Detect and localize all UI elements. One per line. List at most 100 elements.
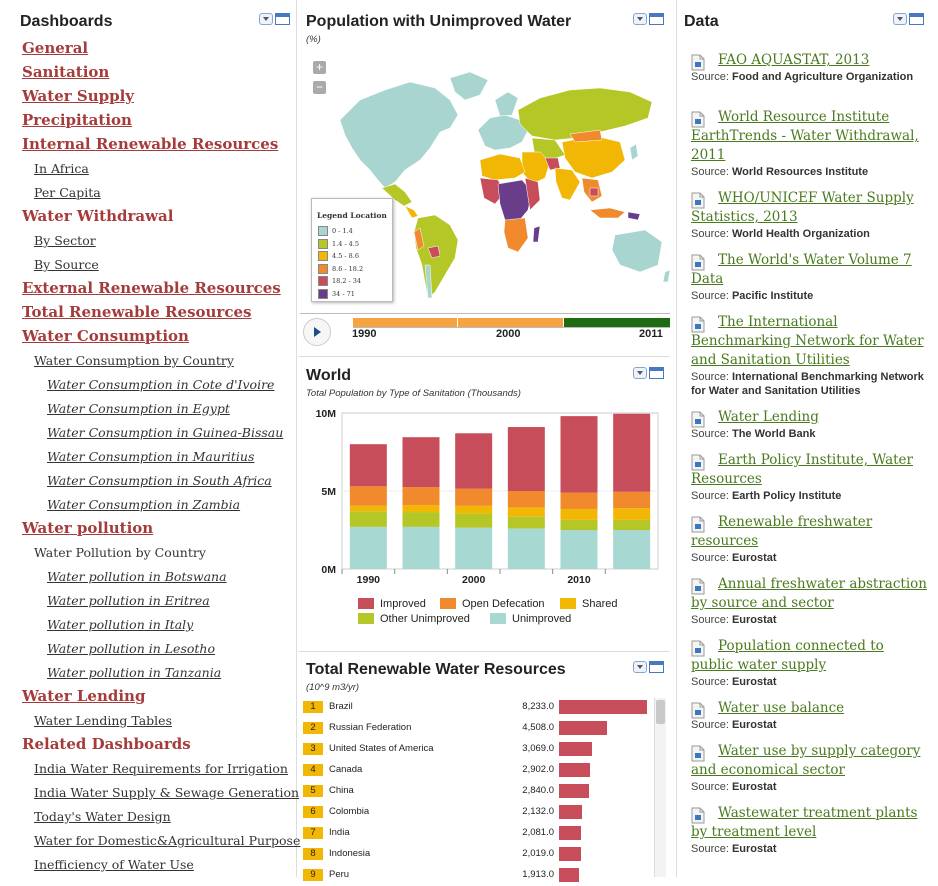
chart-legend-label[interactable]: Unimproved [512,613,571,625]
bar-improved-2011[interactable] [613,413,651,492]
bar-other-unimproved-2010[interactable] [560,519,598,530]
nav-item-16[interactable]: Water Consumption in Egypt [47,401,230,416]
zoom-in-button[interactable]: + [313,61,326,74]
bar-open-defecation-2005[interactable] [507,491,545,508]
bar-improved-1990[interactable] [349,444,387,487]
nav-item-26[interactable]: Water pollution in Lesotho [47,641,215,656]
nav-item-5[interactable]: Internal Renewable Resources [22,135,279,153]
bar-improved-1995[interactable] [402,437,440,488]
nav-item-25[interactable]: Water pollution in Italy [47,617,194,632]
bar-unimproved-2011[interactable] [613,530,651,569]
nav-item-19[interactable]: Water Consumption in South Africa [47,473,272,488]
nav-item-7[interactable]: Per Capita [34,185,101,200]
nav-item-27[interactable]: Water pollution in Tanzania [47,665,222,680]
trw-row[interactable]: 1 Brazil 8,233.0 [303,700,658,718]
bar-open-defecation-2011[interactable] [613,491,651,509]
nav-item-29[interactable]: Water Lending Tables [34,713,172,728]
trw-bar[interactable] [559,826,582,840]
nav-item-1[interactable]: General [22,39,89,57]
maximize-icon[interactable] [649,661,664,673]
chart-legend-label[interactable]: Other Unimproved [380,613,470,625]
bar-open-defecation-2000[interactable] [455,488,493,506]
bar-shared-2005[interactable] [507,507,545,517]
nav-item-24[interactable]: Water pollution in Eritrea [47,593,210,608]
bar-other-unimproved-2011[interactable] [613,519,651,530]
trw-bar[interactable] [559,700,647,714]
nav-item-15[interactable]: Water Consumption in Cote d'Ivoire [47,377,275,392]
nav-item-33[interactable]: Today's Water Design [34,809,171,824]
collapse-icon[interactable] [259,13,273,25]
bar-open-defecation-2010[interactable] [560,492,598,509]
bar-improved-2005[interactable] [507,427,545,491]
trw-row[interactable]: 9 Peru 1,913.0 [303,868,658,886]
nav-item-17[interactable]: Water Consumption in Guinea-Bissau [47,425,284,440]
collapse-icon[interactable] [633,661,647,673]
trw-panel-controls[interactable] [633,661,664,673]
nav-item-6[interactable]: In Africa [34,161,89,176]
nav-item-22[interactable]: Water Pollution by Country [34,545,206,560]
data-source-link[interactable]: The World's Water Volume 7 Data [691,252,912,287]
data-source-link[interactable]: WHO/UNICEF Water Supply Statistics, 2013 [691,190,914,225]
maximize-icon[interactable] [275,13,290,25]
data-source-link[interactable]: Renewable freshwater resources [691,514,873,549]
nav-item-9[interactable]: By Sector [34,233,96,248]
chart-legend-swatch[interactable] [490,613,506,624]
dashboards-panel-controls[interactable] [259,13,290,25]
timeline-segment-2011[interactable] [564,318,670,327]
trw-bar[interactable] [559,763,591,777]
data-source-link[interactable]: Population connected to public water sup… [691,638,884,673]
trw-bar[interactable] [559,868,580,882]
zoom-out-button[interactable]: − [313,81,326,94]
trw-bar[interactable] [559,805,582,819]
nav-item-12[interactable]: Total Renewable Resources [22,303,252,321]
trw-bar[interactable] [559,847,581,861]
bar-unimproved-2000[interactable] [455,527,493,569]
bar-shared-2011[interactable] [613,508,651,520]
nav-item-34[interactable]: Water for Domestic&Agricultural Purpose [34,833,301,848]
chart-legend-swatch[interactable] [358,598,374,609]
nav-item-32[interactable]: India Water Supply & Sewage Generation [34,785,300,800]
data-source-link[interactable]: World Resource Institute EarthTrends - W… [691,109,919,163]
data-source-link[interactable]: Water Lending [718,409,819,425]
bar-shared-2000[interactable] [455,505,493,514]
chart-legend-swatch[interactable] [560,598,576,609]
data-source-link[interactable]: Earth Policy Institute, Water Resources [691,452,913,487]
chart-legend-swatch[interactable] [358,613,374,624]
maximize-icon[interactable] [649,367,664,379]
trw-row[interactable]: 4 Canada 2,902.0 [303,763,658,781]
chart-legend-label[interactable]: Shared [582,598,617,610]
timeline-segment-1990[interactable] [353,318,457,327]
chart-legend-label[interactable]: Open Defecation [462,598,545,610]
collapse-icon[interactable] [633,367,647,379]
data-source-link[interactable]: Wastewater treatment plants by treatment… [691,805,918,840]
bar-other-unimproved-2000[interactable] [455,513,493,528]
bar-shared-1995[interactable] [402,505,440,513]
nav-item-31[interactable]: India Water Requirements for Irrigation [34,761,288,776]
nav-item-4[interactable]: Precipitation [22,111,132,129]
trw-row[interactable]: 2 Russian Federation 4,508.0 [303,721,658,739]
chart-legend-swatch[interactable] [440,598,456,609]
trw-bar[interactable] [559,784,590,798]
trw-bar[interactable] [559,721,608,735]
timeline-play-button[interactable] [303,318,331,346]
data-source-link[interactable]: Water use balance [718,700,845,716]
chart-legend-label[interactable]: Improved [380,598,426,610]
nav-item-10[interactable]: By Source [34,257,99,272]
data-panel-controls[interactable] [893,13,924,25]
bar-improved-2000[interactable] [455,433,493,489]
bar-shared-2010[interactable] [560,508,598,520]
bar-other-unimproved-2005[interactable] [507,516,545,529]
bar-open-defecation-1990[interactable] [349,486,387,506]
nav-item-18[interactable]: Water Consumption in Mauritius [47,449,255,464]
world-map[interactable] [300,60,670,310]
timeline-segment-2000[interactable] [458,318,563,327]
bar-shared-1990[interactable] [349,505,387,512]
trw-scroll-thumb[interactable] [656,700,665,724]
nav-item-28[interactable]: Water Lending [22,687,146,705]
data-source-link[interactable]: Water use by supply category and economi… [691,743,921,778]
bar-unimproved-1995[interactable] [402,526,440,569]
nav-item-14[interactable]: Water Consumption by Country [34,353,234,368]
maximize-icon[interactable] [649,13,664,25]
nav-item-20[interactable]: Water Consumption in Zambia [47,497,241,512]
trw-row[interactable]: 7 India 2,081.0 [303,826,658,844]
